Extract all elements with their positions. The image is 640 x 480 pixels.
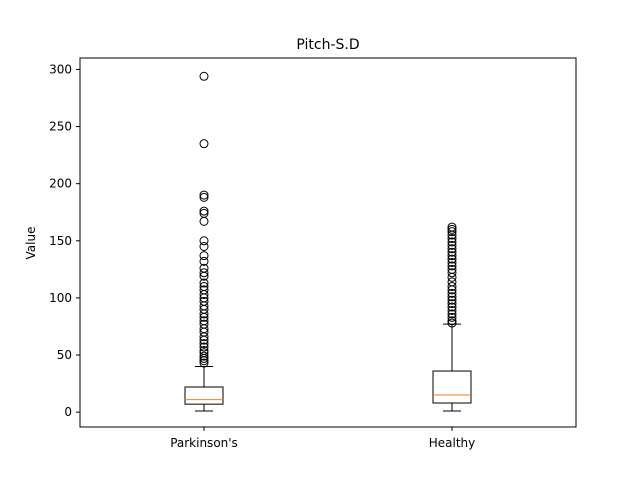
outlier-point [447, 302, 457, 312]
outlier-point [199, 271, 209, 281]
outlier-point [199, 192, 209, 202]
outlier-point [447, 268, 457, 278]
outlier-point [199, 309, 209, 319]
box-group [432, 222, 472, 412]
outlier-point [199, 289, 209, 299]
outlier-point [447, 244, 457, 254]
y-tick-label: 100 [49, 291, 72, 305]
y-tick-label: 200 [49, 177, 72, 191]
y-tick-label: 50 [57, 348, 72, 362]
outlier-point [447, 272, 457, 282]
outlier-point [199, 332, 209, 342]
plot-frame [79, 57, 577, 428]
outlier-point [447, 292, 457, 302]
outlier-point [447, 234, 457, 244]
outlier-point [199, 241, 209, 251]
y-tick-label: 300 [49, 62, 72, 76]
outlier-point [199, 206, 209, 216]
outlier-point [447, 281, 457, 291]
outlier-point [447, 261, 457, 271]
outlier-point [447, 237, 457, 247]
y-tick-label: 0 [64, 405, 72, 419]
box-iqr [184, 386, 224, 405]
chart-title: Pitch-S.D [296, 37, 359, 53]
outlier-point [199, 335, 209, 345]
outlier-point [447, 240, 457, 250]
outlier-point [199, 353, 209, 363]
outlier-point [199, 358, 209, 368]
y-tick-label: 150 [49, 234, 72, 248]
outlier-point [199, 216, 209, 226]
outlier-point [199, 268, 209, 278]
outlier-point [447, 251, 457, 261]
outlier-point [199, 256, 209, 266]
box-iqr [432, 370, 472, 404]
outlier-point [447, 247, 457, 257]
outlier-point [447, 309, 457, 319]
outlier-point [199, 251, 209, 261]
outlier-point [447, 299, 457, 309]
outlier-point [447, 316, 457, 326]
outlier-point [447, 254, 457, 264]
outlier-point [447, 312, 457, 322]
outlier-point [199, 351, 209, 361]
outlier-point [447, 295, 457, 305]
plot-area [184, 71, 472, 412]
outlier-point [199, 339, 209, 349]
outlier-point [447, 285, 457, 295]
x-tick-label: Parkinson's [170, 436, 238, 450]
box-group [184, 71, 224, 412]
outlier-point [199, 342, 209, 352]
outlier-point [447, 257, 457, 267]
outlier-point [199, 356, 209, 366]
outlier-point [199, 236, 209, 246]
y-tick-label: 250 [49, 120, 72, 134]
outlier-point [199, 71, 209, 81]
outlier-point [447, 318, 457, 328]
x-tick-label: Healthy [429, 436, 476, 450]
outlier-point [199, 139, 209, 149]
outlier-point [199, 312, 209, 322]
outlier-point [447, 288, 457, 298]
outlier-point [447, 227, 457, 237]
outlier-point [447, 224, 457, 234]
outlier-point [199, 190, 209, 200]
y-axis-label: Value [24, 227, 38, 260]
outlier-point [447, 230, 457, 240]
outlier-point [199, 278, 209, 288]
outlier-point [447, 305, 457, 315]
